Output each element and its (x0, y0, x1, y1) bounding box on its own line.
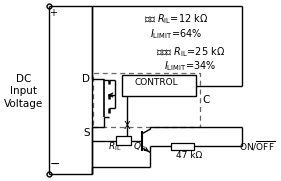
Text: Input: Input (10, 86, 37, 96)
Text: $I_{\rm LIMIT}$=34%: $I_{\rm LIMIT}$=34% (164, 59, 216, 73)
Text: 再例如 $R_{\rm IL}$=25 kΩ: 再例如 $R_{\rm IL}$=25 kΩ (155, 45, 225, 59)
Bar (93, 73, 200, 127)
Bar (116, 136, 131, 145)
Text: D: D (82, 74, 90, 84)
Text: ON/$\overline{\rm OFF}$: ON/$\overline{\rm OFF}$ (239, 140, 275, 153)
Text: 例如 $R_{\rm IL}$=12 kΩ: 例如 $R_{\rm IL}$=12 kΩ (144, 13, 209, 26)
Text: +: + (49, 8, 57, 18)
Text: $R_{\rm IL}$: $R_{\rm IL}$ (108, 141, 122, 153)
Text: CONTROL: CONTROL (134, 78, 178, 87)
Text: C: C (202, 95, 210, 105)
Bar (122, 75, 196, 96)
Text: X: X (124, 121, 130, 131)
Text: −: − (49, 158, 60, 171)
Text: S: S (84, 128, 90, 138)
Text: DC: DC (16, 74, 31, 84)
Text: $I_{\rm LIMIT}$=64%: $I_{\rm LIMIT}$=64% (150, 27, 203, 41)
Text: Voltage: Voltage (4, 99, 43, 109)
Text: $Q_{\rm R}$: $Q_{\rm R}$ (133, 141, 146, 153)
Bar (171, 143, 194, 150)
Text: 47 kΩ: 47 kΩ (176, 151, 202, 160)
